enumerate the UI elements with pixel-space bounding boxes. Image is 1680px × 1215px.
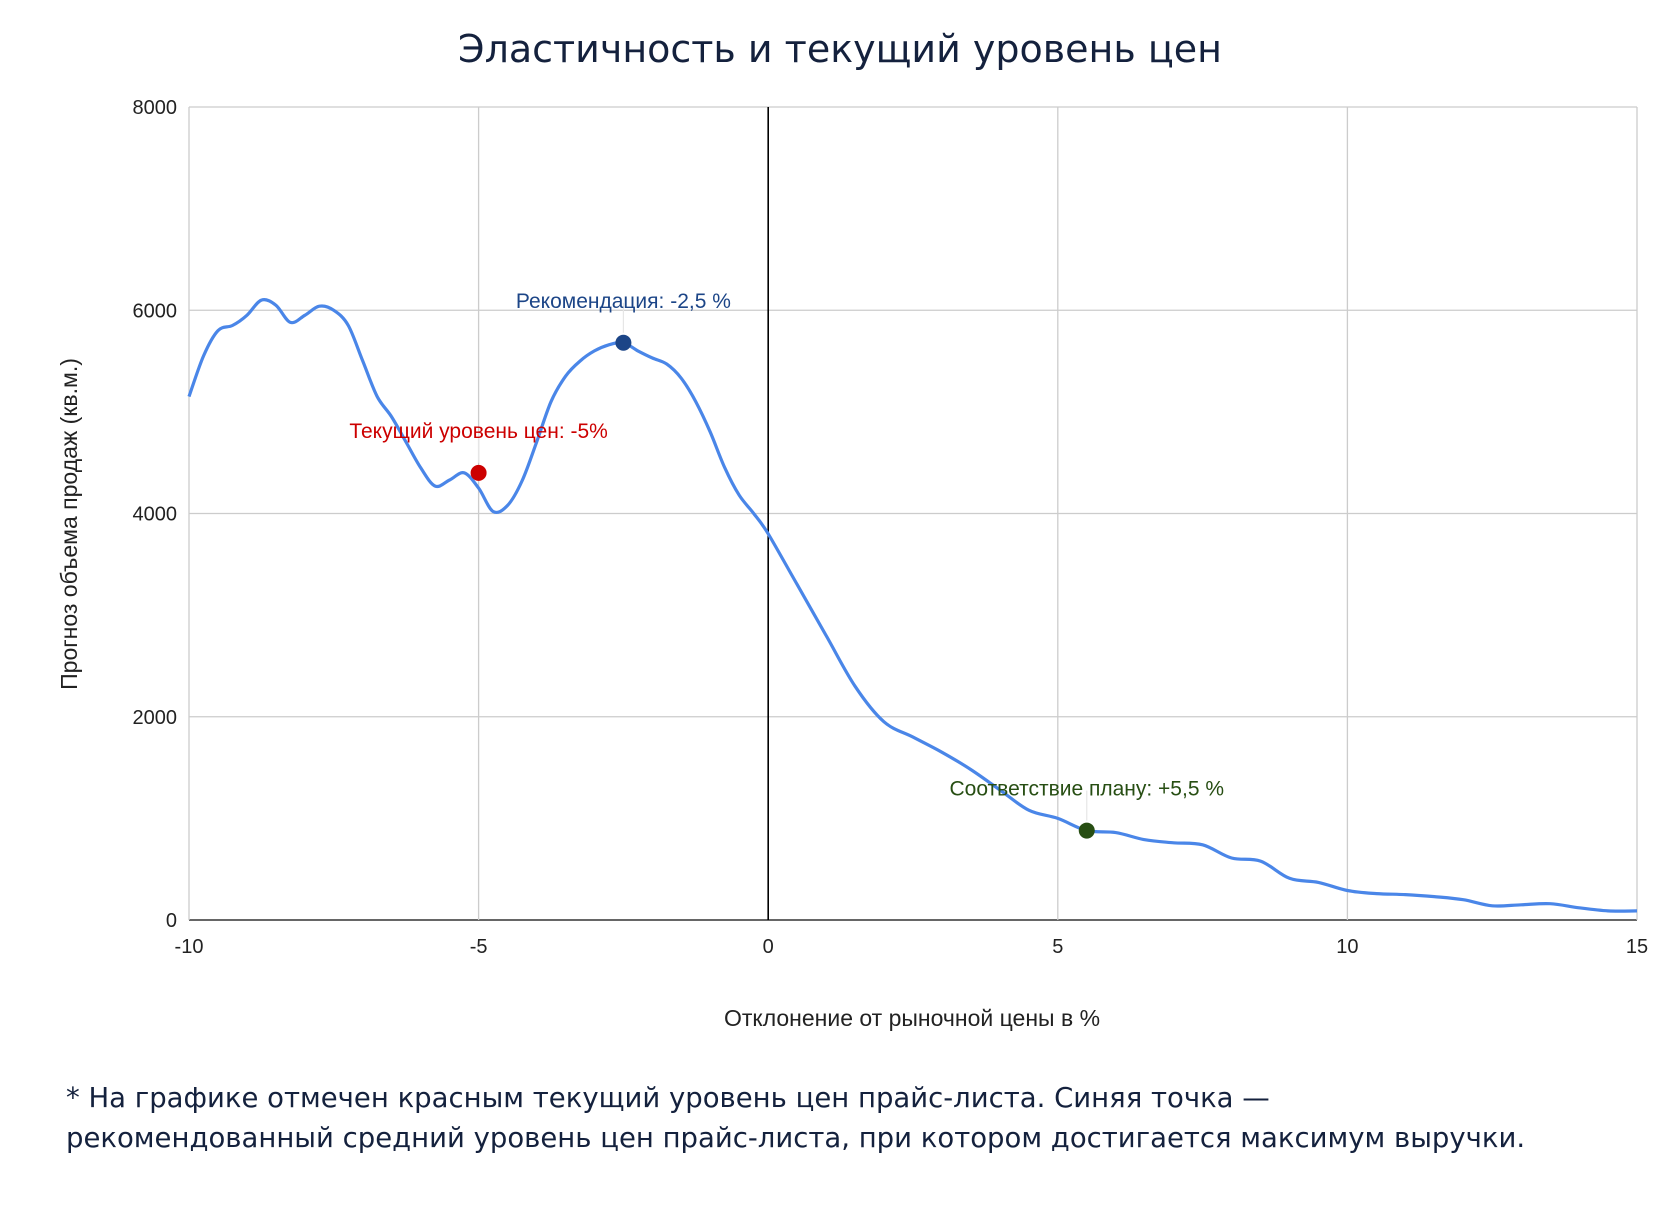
annotated-point [615,334,632,351]
grid-lines [188,106,1638,921]
x-axis-label: Отклонение от рыночной цены в % [724,1005,1100,1031]
x-tick-label: 0 [763,936,774,958]
series-layer [187,298,1638,913]
series-line [187,298,1638,913]
annotated-point [1078,822,1095,839]
y-tick-label: 8000 [133,97,178,119]
footnote-line-2: рекомендованный средний уровень цен прай… [66,1122,1526,1154]
point-label: Рекомендация: -2,5 % [516,290,731,313]
y-axis-label: Прогноз объема продаж (кв.м.) [56,358,82,690]
annotated-points: Текущий уровень цен: -5% Рекомендация: -2… [349,290,1224,839]
footnote: * На графике отмечен красным текущий уро… [66,1078,1646,1158]
y-tick-label: 6000 [133,300,178,322]
point-label: Соответствие плану: +5,5 % [949,778,1224,801]
annotated-point [470,464,487,481]
point-label: Текущий уровень цен: -5% [349,420,608,443]
y-tick-label: 4000 [133,504,178,526]
x-tick-label: -10 [175,936,204,958]
y-tick-label: 2000 [133,707,178,729]
x-tick-label: -5 [470,936,488,958]
x-tick-label: 10 [1336,936,1358,958]
y-tick-label: 0 [166,910,177,932]
x-tick-label: 5 [1052,936,1063,958]
axes: 0 2000 4000 6000 8000 -10 -5 0 5 10 15 [133,97,1649,958]
x-tick-label: 15 [1626,936,1648,958]
footnote-line-1: * На графике отмечен красным текущий уро… [66,1082,1270,1114]
chart-title: Эластичность и текущий уровень цен [458,27,1222,71]
